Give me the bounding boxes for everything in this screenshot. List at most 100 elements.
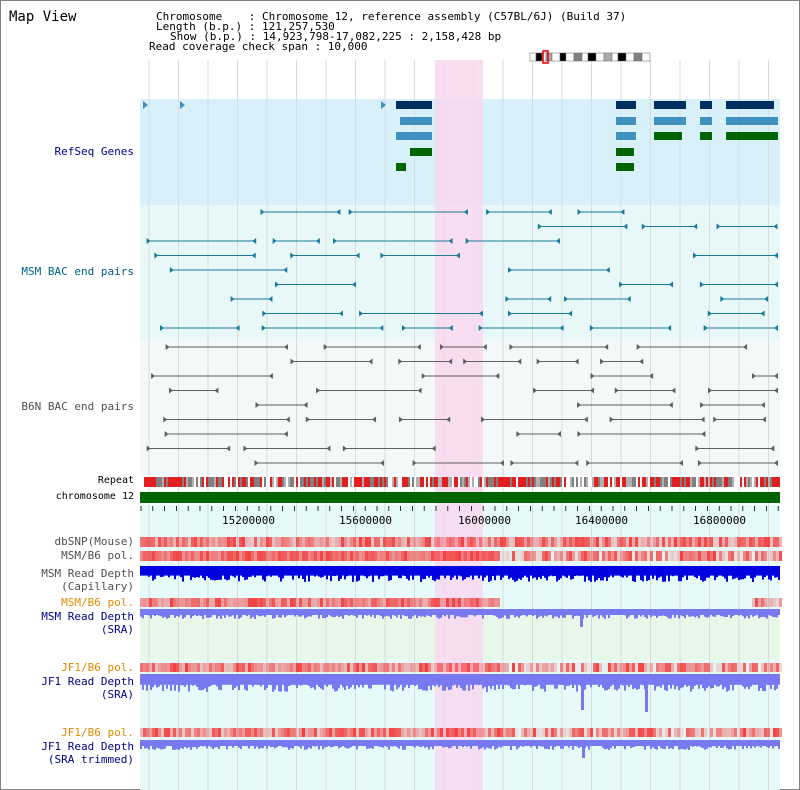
repeat-segment [500, 477, 502, 487]
polymorphism-cell [413, 598, 416, 607]
gene-arrow [180, 101, 185, 109]
polymorphism-cell [686, 728, 689, 737]
polymorphism-cell [260, 663, 263, 672]
repeat-segment [668, 477, 670, 487]
polymorphism-cell [257, 598, 260, 607]
read-depth-bar [560, 674, 562, 684]
read-depth-bar [172, 566, 174, 575]
polymorphism-cell [725, 551, 728, 561]
polymorphism-cell [422, 598, 425, 607]
read-depth-bar [778, 609, 780, 615]
polymorphism-cell [731, 728, 734, 737]
b6n-bac-pair-end [448, 358, 453, 365]
repeat-segment [164, 477, 166, 487]
read-depth-bar [416, 674, 418, 685]
polymorphism-cell [233, 728, 236, 737]
polymorphism-cell [203, 663, 206, 672]
track-label-refseq[interactable]: RefSeq Genes [54, 145, 134, 158]
polymorphism-cell [479, 598, 482, 607]
read-depth-bar [288, 566, 290, 574]
read-depth-bar [718, 740, 720, 746]
repeat-segment [342, 477, 344, 487]
track-label-dbsnp[interactable]: dbSNP(Mouse) [54, 535, 134, 548]
read-depth-bar [442, 609, 444, 616]
read-depth-bar [300, 674, 302, 686]
polymorphism-cell [332, 663, 335, 672]
polymorphism-cell [776, 537, 779, 547]
repeat-segment [666, 477, 668, 487]
read-depth-bar [414, 674, 416, 687]
track-label-b6n-bac[interactable]: B6N BAC end pairs [21, 400, 134, 413]
repeat-segment [192, 477, 194, 487]
polymorphism-cell [662, 551, 665, 561]
msm-bac-pair-end [693, 223, 698, 230]
polymorphism-cell [758, 537, 761, 547]
polymorphism-cell [164, 551, 167, 561]
polymorphism-cell [641, 537, 644, 547]
polymorphism-cell [560, 537, 563, 547]
read-depth-bar [742, 674, 744, 687]
polymorphism-cell [386, 728, 389, 737]
polymorphism-cell [632, 728, 635, 737]
repeat-segment [322, 477, 324, 487]
repeat-segment [764, 477, 766, 487]
polymorphism-cell [215, 663, 218, 672]
b6n-bac-pair-end [169, 387, 174, 394]
repeat-segment [236, 477, 238, 487]
track-label-msm-b6-pol-2[interactable]: MSM/B6 pol. [61, 596, 134, 609]
read-depth-bar [736, 609, 738, 614]
gene-arrow [143, 101, 148, 109]
b6n-bac-pair-end [671, 387, 676, 394]
read-depth-bar [630, 566, 632, 573]
read-depth-bar [776, 566, 778, 578]
repeat-segment [306, 477, 308, 487]
polymorphism-cell [215, 728, 218, 737]
track-label-msm-depth-capillary[interactable]: MSM Read Depth [41, 567, 134, 580]
read-depth-bar [502, 609, 504, 618]
msm-bac-pair-end [463, 209, 468, 215]
repeat-segment [708, 477, 710, 487]
read-depth-bar [340, 566, 342, 579]
read-depth-bar [488, 740, 490, 749]
polymorphism-cell [362, 551, 365, 561]
read-depth-bar [180, 674, 182, 686]
read-depth-bar [316, 740, 318, 746]
read-depth-bar [166, 609, 168, 619]
polymorphism-cell [449, 728, 452, 737]
repeat-segment [750, 477, 752, 487]
polymorphism-cell [212, 728, 215, 737]
read-depth-bar [766, 740, 768, 747]
polymorphism-cell [647, 537, 650, 547]
polymorphism-cell [596, 551, 599, 561]
polymorphism-cell [491, 663, 494, 672]
polymorphism-cell [713, 728, 716, 737]
read-depth-bar [466, 566, 468, 578]
track-label-jf1-depth-trimmed[interactable]: JF1 Read Depth [41, 740, 134, 753]
polymorphism-cell [623, 537, 626, 547]
repeat-segment [534, 477, 536, 487]
polymorphism-cell [335, 598, 338, 607]
polymorphism-cell [284, 551, 287, 561]
read-depth-bar [482, 674, 484, 689]
track-label-jf1-b6-pol-1[interactable]: JF1/B6 pol. [61, 661, 134, 674]
repeat-segment [674, 477, 676, 487]
read-depth-bar [606, 674, 608, 691]
read-depth-bar [338, 674, 340, 689]
track-label-jf1-depth-sra[interactable]: JF1 Read Depth [41, 675, 134, 688]
read-depth-bar [712, 740, 714, 746]
read-depth-bar [244, 674, 246, 690]
track-label-jf1-b6-pol-2[interactable]: JF1/B6 pol. [61, 726, 134, 739]
polymorphism-cell [617, 537, 620, 547]
track-label-msm-depth-sra[interactable]: MSM Read Depth [41, 610, 134, 623]
polymorphism-cell [494, 537, 497, 547]
track-label-msm-bac[interactable]: MSM BAC end pairs [21, 265, 134, 278]
repeat-segment [350, 477, 352, 487]
msm-bac-pair-end [235, 325, 240, 331]
track-label-repeat[interactable]: Repeat [97, 475, 134, 486]
polymorphism-cell [386, 663, 389, 672]
track-label-chromosome[interactable]: chromosome 12 [55, 491, 134, 502]
polymorphism-cell [452, 537, 455, 547]
track-label-msm-b6-pol-1[interactable]: MSM/B6 pol. [61, 549, 134, 562]
axis-tick-label: 16000000 [458, 514, 511, 527]
